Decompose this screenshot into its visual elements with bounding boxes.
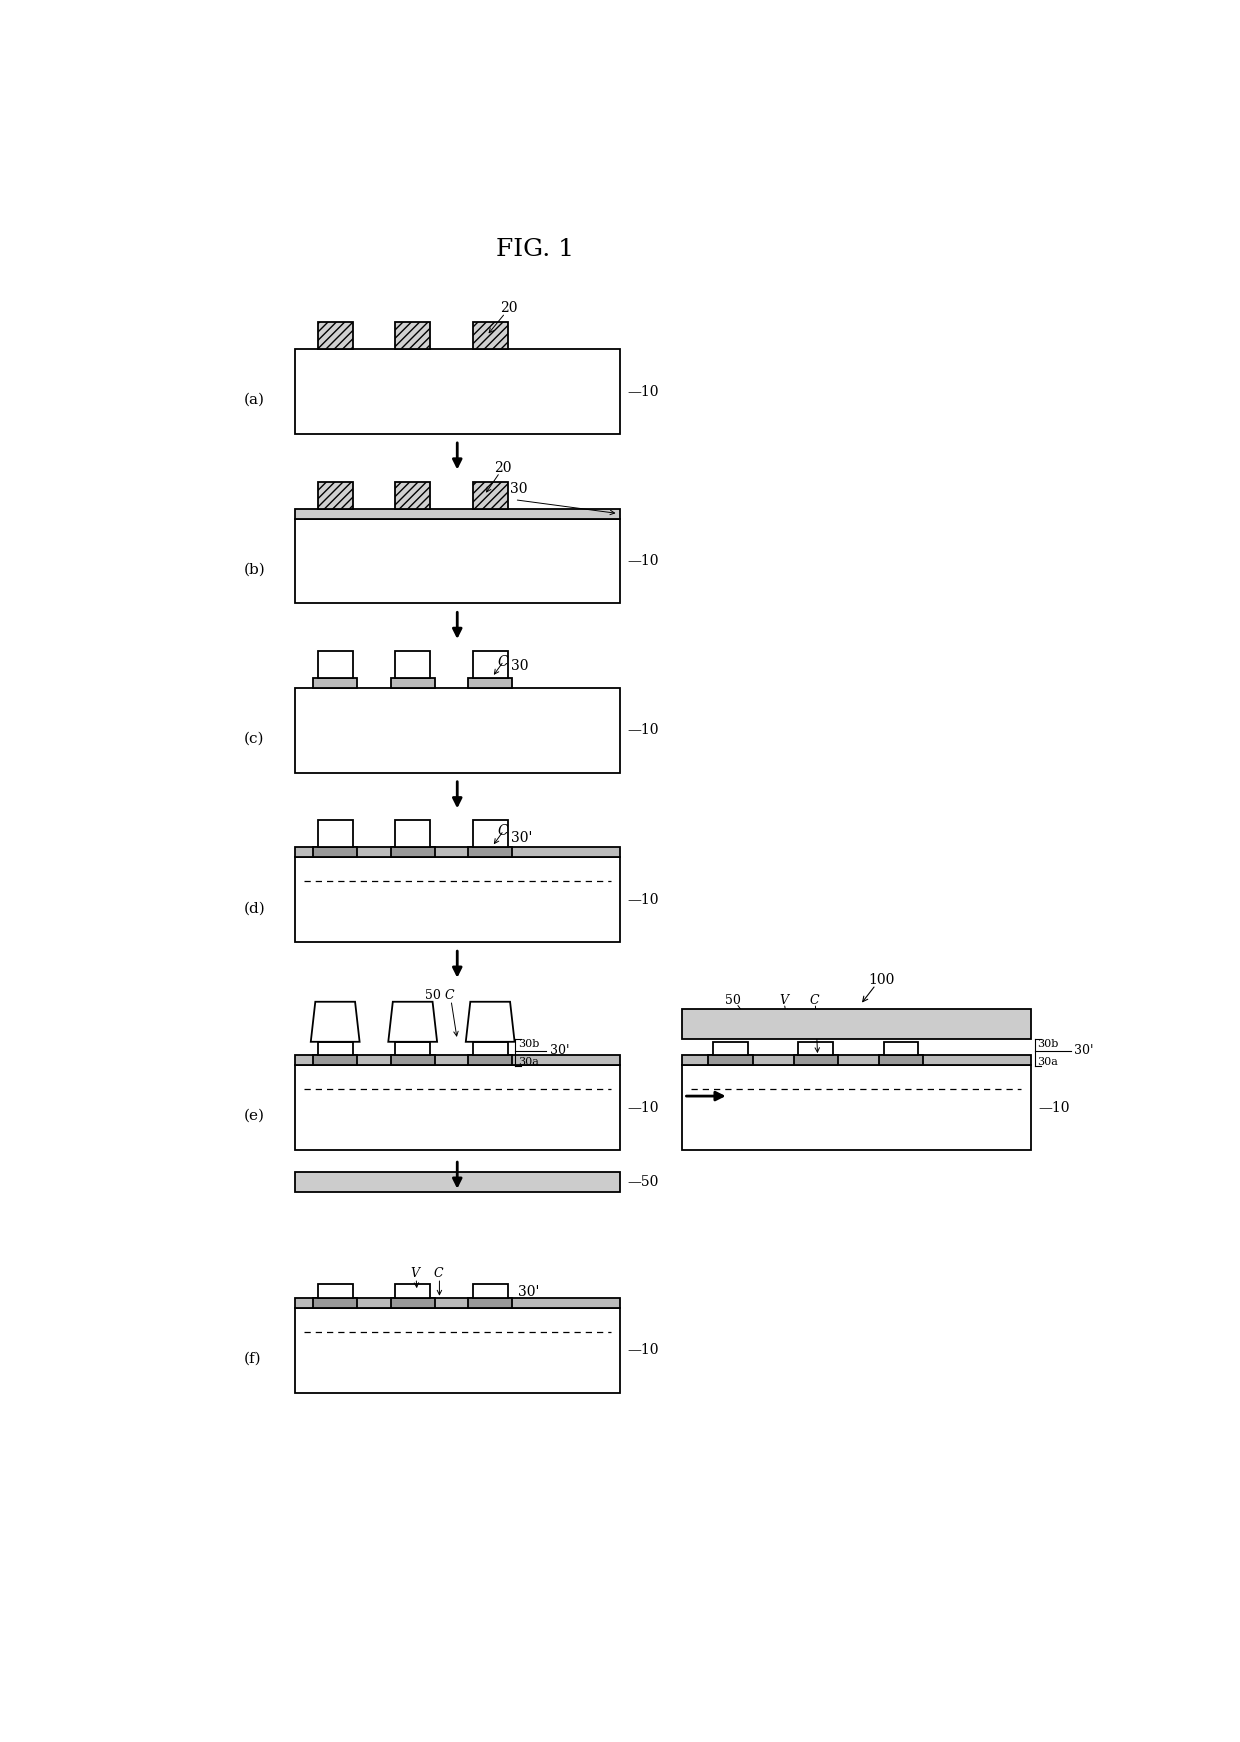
Bar — [472, 1042, 507, 1056]
Text: V: V — [410, 1266, 420, 1280]
Text: 30': 30' — [518, 1286, 539, 1300]
Bar — [295, 857, 620, 942]
Text: —10: —10 — [627, 892, 660, 908]
Bar — [472, 481, 507, 509]
Bar — [312, 1298, 357, 1308]
Bar — [883, 1042, 919, 1056]
Bar — [391, 1056, 435, 1066]
Text: 30b: 30b — [518, 1038, 539, 1049]
Bar — [295, 1056, 620, 1066]
Text: C: C — [497, 824, 508, 838]
Text: C: C — [444, 989, 454, 1002]
Bar — [396, 1042, 430, 1056]
Text: (c): (c) — [244, 732, 264, 746]
Bar — [794, 1056, 838, 1066]
Text: 30: 30 — [510, 481, 527, 495]
Bar — [295, 519, 620, 603]
Text: 20: 20 — [495, 462, 512, 476]
Text: —50: —50 — [627, 1174, 660, 1190]
Text: 30': 30' — [551, 1043, 569, 1057]
Bar — [391, 847, 435, 857]
Bar — [295, 348, 620, 434]
Bar — [317, 1284, 352, 1298]
Bar — [317, 820, 352, 847]
Text: C: C — [434, 1266, 444, 1280]
Text: 30a: 30a — [518, 1057, 538, 1066]
Bar — [396, 652, 430, 678]
Bar — [799, 1042, 833, 1056]
Text: (d): (d) — [244, 901, 265, 915]
Bar — [295, 847, 620, 857]
Text: 30: 30 — [511, 658, 529, 672]
Bar — [295, 509, 620, 519]
Bar — [312, 1056, 357, 1066]
Text: C: C — [810, 993, 820, 1007]
Bar — [469, 847, 512, 857]
Text: FIG. 1: FIG. 1 — [496, 237, 574, 261]
Bar — [295, 1308, 620, 1392]
Bar — [312, 678, 357, 688]
Text: V: V — [779, 993, 787, 1007]
Bar — [472, 652, 507, 678]
Bar — [295, 1172, 620, 1192]
Bar — [317, 322, 352, 348]
Polygon shape — [311, 1002, 360, 1042]
Polygon shape — [388, 1002, 438, 1042]
Bar — [682, 1056, 1030, 1066]
Text: 30': 30' — [511, 831, 533, 845]
Bar — [708, 1056, 753, 1066]
Bar — [396, 1284, 430, 1298]
Text: 20: 20 — [500, 301, 517, 315]
Text: (b): (b) — [244, 563, 265, 577]
Bar — [317, 652, 352, 678]
Bar — [317, 481, 352, 509]
Bar — [682, 1066, 1030, 1150]
Bar — [396, 820, 430, 847]
Text: —10: —10 — [627, 723, 660, 737]
Text: 50: 50 — [724, 993, 740, 1007]
Bar — [396, 322, 430, 348]
Bar — [682, 1009, 1030, 1038]
Bar — [472, 322, 507, 348]
Bar — [295, 688, 620, 773]
Bar — [295, 1298, 620, 1308]
Bar — [391, 678, 435, 688]
Text: —10: —10 — [1039, 1101, 1070, 1115]
Text: (a): (a) — [244, 394, 265, 408]
Text: (e): (e) — [244, 1110, 265, 1124]
Text: —10: —10 — [627, 385, 660, 399]
Bar — [472, 820, 507, 847]
Text: 100: 100 — [868, 974, 894, 988]
Text: 30a: 30a — [1037, 1057, 1058, 1066]
Bar — [317, 1042, 352, 1056]
Bar — [713, 1042, 748, 1056]
Bar — [472, 1284, 507, 1298]
Bar — [295, 1066, 620, 1150]
Bar — [469, 1298, 512, 1308]
Polygon shape — [466, 1002, 515, 1042]
Text: —10: —10 — [627, 1343, 660, 1357]
Text: (f): (f) — [244, 1352, 262, 1366]
Text: —10: —10 — [627, 1101, 660, 1115]
Bar — [312, 847, 357, 857]
Bar — [396, 481, 430, 509]
Text: 50: 50 — [424, 989, 440, 1002]
Bar — [879, 1056, 923, 1066]
Text: 30b: 30b — [1037, 1038, 1058, 1049]
Text: 30': 30' — [1074, 1043, 1094, 1057]
Text: —10: —10 — [627, 554, 660, 568]
Bar — [469, 678, 512, 688]
Bar — [391, 1298, 435, 1308]
Bar — [469, 1056, 512, 1066]
Text: C: C — [497, 655, 508, 669]
